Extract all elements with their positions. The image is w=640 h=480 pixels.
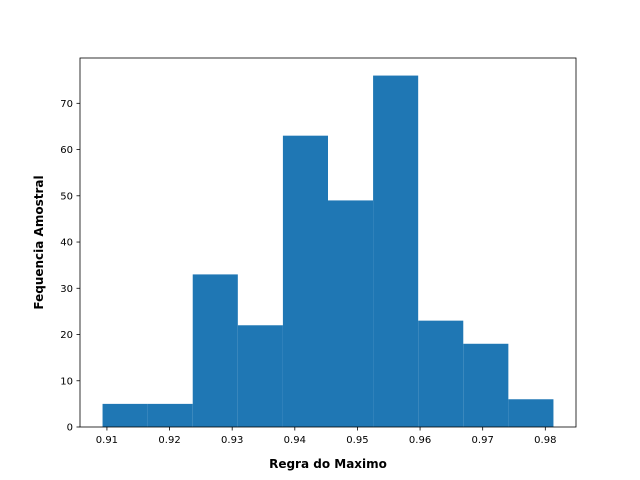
y-tick-label: 40 (60, 238, 73, 249)
histogram-bar (373, 75, 419, 427)
y-tick-label: 50 (60, 191, 73, 202)
x-tick-label: 0.95 (346, 435, 368, 446)
y-tick-label: 70 (60, 99, 73, 110)
histogram-bar (328, 200, 374, 427)
x-tick-label: 0.98 (534, 435, 556, 446)
histogram-bar (147, 403, 193, 427)
histogram-bar (102, 403, 148, 427)
y-axis-label: Fequencia Amostral (32, 175, 46, 309)
x-axis-ticks: 0.91 0.92 0.93 0.94 0.95 0.96 0.97 0.98 (96, 427, 556, 446)
y-tick-label: 60 (60, 145, 73, 156)
x-tick-label: 0.96 (409, 435, 431, 446)
plot-frame (79, 57, 577, 428)
y-axis-ticks: 0 10 20 30 40 50 60 70 (60, 99, 80, 434)
x-tick-label: 0.94 (284, 435, 306, 446)
histogram-bar (508, 399, 554, 427)
x-tick-label: 0.97 (472, 435, 494, 446)
x-tick-label: 0.92 (158, 435, 180, 446)
histogram-bar (192, 274, 238, 427)
x-axis-label: Regra do Maximo (269, 457, 387, 471)
histogram-bar (282, 135, 328, 427)
histogram-bars (102, 75, 554, 427)
histogram-bar (418, 320, 464, 427)
y-tick-label: 10 (60, 376, 73, 387)
y-tick-label: 0 (67, 423, 73, 434)
y-tick-label: 30 (60, 284, 73, 295)
histogram-bar (463, 343, 509, 427)
histogram-bar (237, 325, 283, 427)
x-tick-label: 0.91 (96, 435, 118, 446)
y-tick-label: 20 (60, 330, 73, 341)
x-tick-label: 0.93 (221, 435, 243, 446)
